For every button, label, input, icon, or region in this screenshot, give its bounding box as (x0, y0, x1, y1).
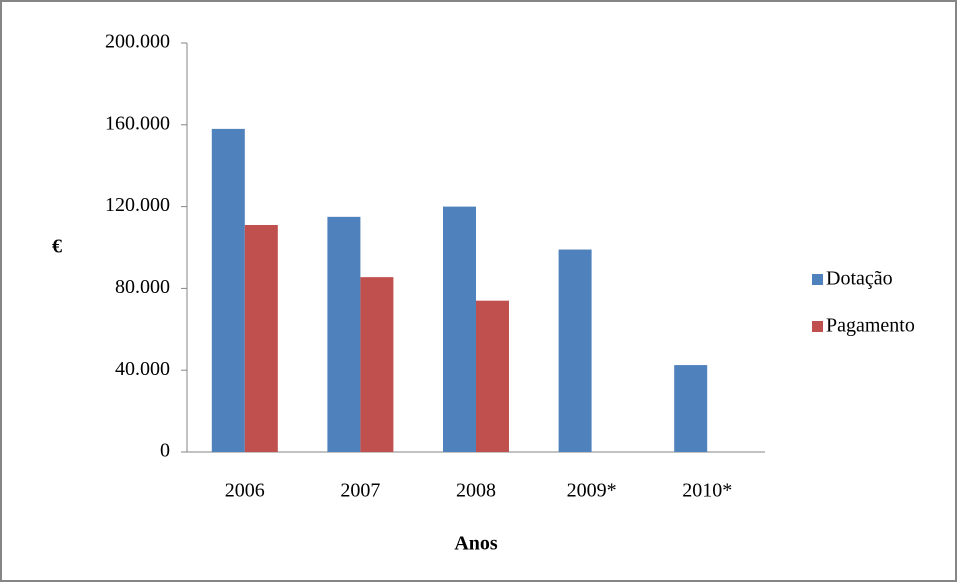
x-tick-label: 2009* (567, 480, 617, 502)
bar (443, 206, 476, 452)
y-tick-label: 160.000 (105, 112, 170, 134)
legend-swatch (812, 274, 823, 285)
x-tick-label: 2008 (456, 480, 496, 502)
y-tick-label: 120.000 (105, 194, 170, 216)
x-axis-label: Anos (454, 533, 498, 555)
y-axis-label: € (52, 236, 62, 258)
bar (360, 277, 394, 452)
y-tick-label: 200.000 (105, 31, 170, 53)
bar (674, 365, 708, 452)
x-tick-label: 2006 (225, 480, 265, 502)
bar (327, 216, 361, 452)
bar (558, 249, 592, 452)
bar (211, 128, 245, 452)
x-tick-label: 2010* (682, 480, 732, 502)
y-tick-label: 40.000 (115, 358, 170, 380)
bar (476, 300, 509, 452)
legend-swatch (812, 321, 823, 332)
x-tick-label: 2007 (340, 480, 380, 502)
legend-label: Pagamento (826, 315, 915, 337)
bar (244, 225, 278, 452)
legend-label: Dotação (826, 268, 893, 290)
y-tick-label: 80.000 (115, 276, 170, 298)
y-tick-label: 0 (160, 440, 170, 462)
